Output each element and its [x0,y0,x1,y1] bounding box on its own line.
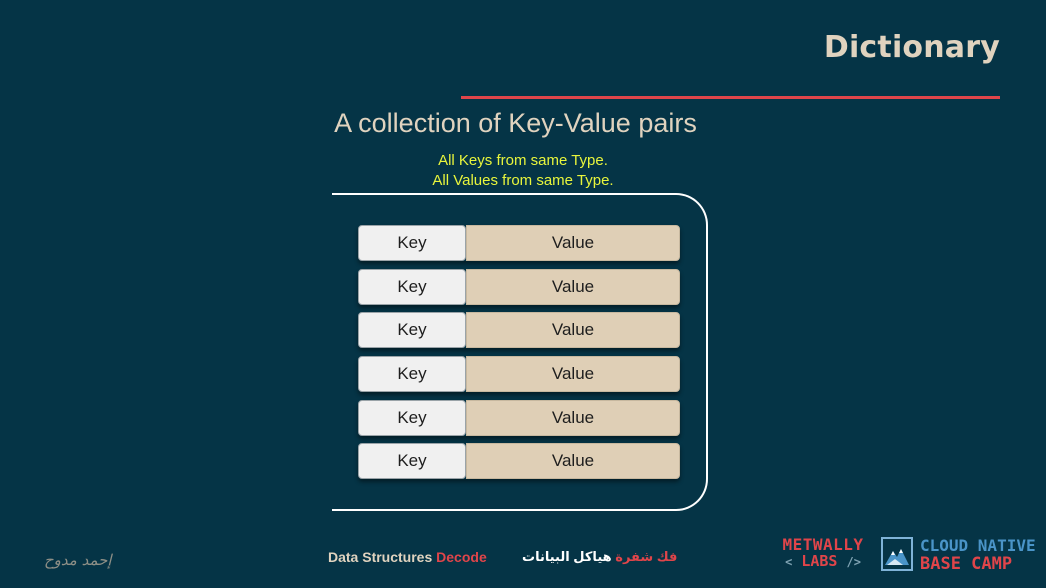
metwally-labs-logo: METWALLY < LABS /> [776,536,870,571]
pair-value: Value [466,225,680,261]
brand-1-bracket-close: /> [846,555,861,569]
pair-key: Key [358,356,466,393]
pair-value: Value [466,356,680,393]
pair-value: Value [466,443,680,480]
pair-row: Key Value [358,225,680,261]
series-title-ar: فك شفرة هياكل البيانات [522,549,677,565]
pair-list: Key Value Key Value Key Value Key Value … [358,225,680,487]
brand-2-line1: CLOUD NATIVE [920,536,1036,555]
brand-2-line2: BASE CAMP [920,554,1013,574]
series-prefix: Data Structures [328,549,433,565]
pair-value: Value [466,399,680,436]
series-ar-prefix: فك شفرة [615,549,678,564]
note-keys: All Keys from same Type. [438,152,608,169]
pair-key: Key [358,225,466,261]
author-signature: إحمد مدوح [44,551,112,569]
bracket-mask [300,190,332,512]
cloud-native-base-camp-logo: CLOUD NATIVE BASE CAMP [920,536,1036,574]
note-values: All Values from same Type. [432,172,614,189]
pair-key: Key [358,312,466,349]
pair-key: Key [358,268,466,305]
pair-value: Value [466,312,680,349]
dictionary-bracket [300,193,708,511]
pair-row: Key Value [358,443,680,480]
series-accent: Decode [436,549,487,565]
pair-row: Key Value [358,268,680,305]
series-ar-rest: هياكل البيانات [522,549,612,564]
brand-1-line2-wrap: < LABS /> [776,553,870,571]
pair-row: Key Value [358,399,680,436]
slide-subtitle: A collection of Key-Value pairs [334,108,697,138]
brand-1-line1: METWALLY [782,535,864,554]
pair-value: Value [466,268,680,305]
slide-title: Dictionary [823,30,1000,65]
pair-key: Key [358,399,466,436]
pair-row: Key Value [358,356,680,393]
pair-row: Key Value [358,312,680,349]
brand-1-line2: LABS [801,552,838,570]
brand-1-bracket-open: < [785,555,793,569]
mountain-icon [881,537,913,571]
pair-key: Key [358,443,466,480]
title-underline [461,96,1000,99]
series-title-en: Data Structures Decode [328,549,487,565]
